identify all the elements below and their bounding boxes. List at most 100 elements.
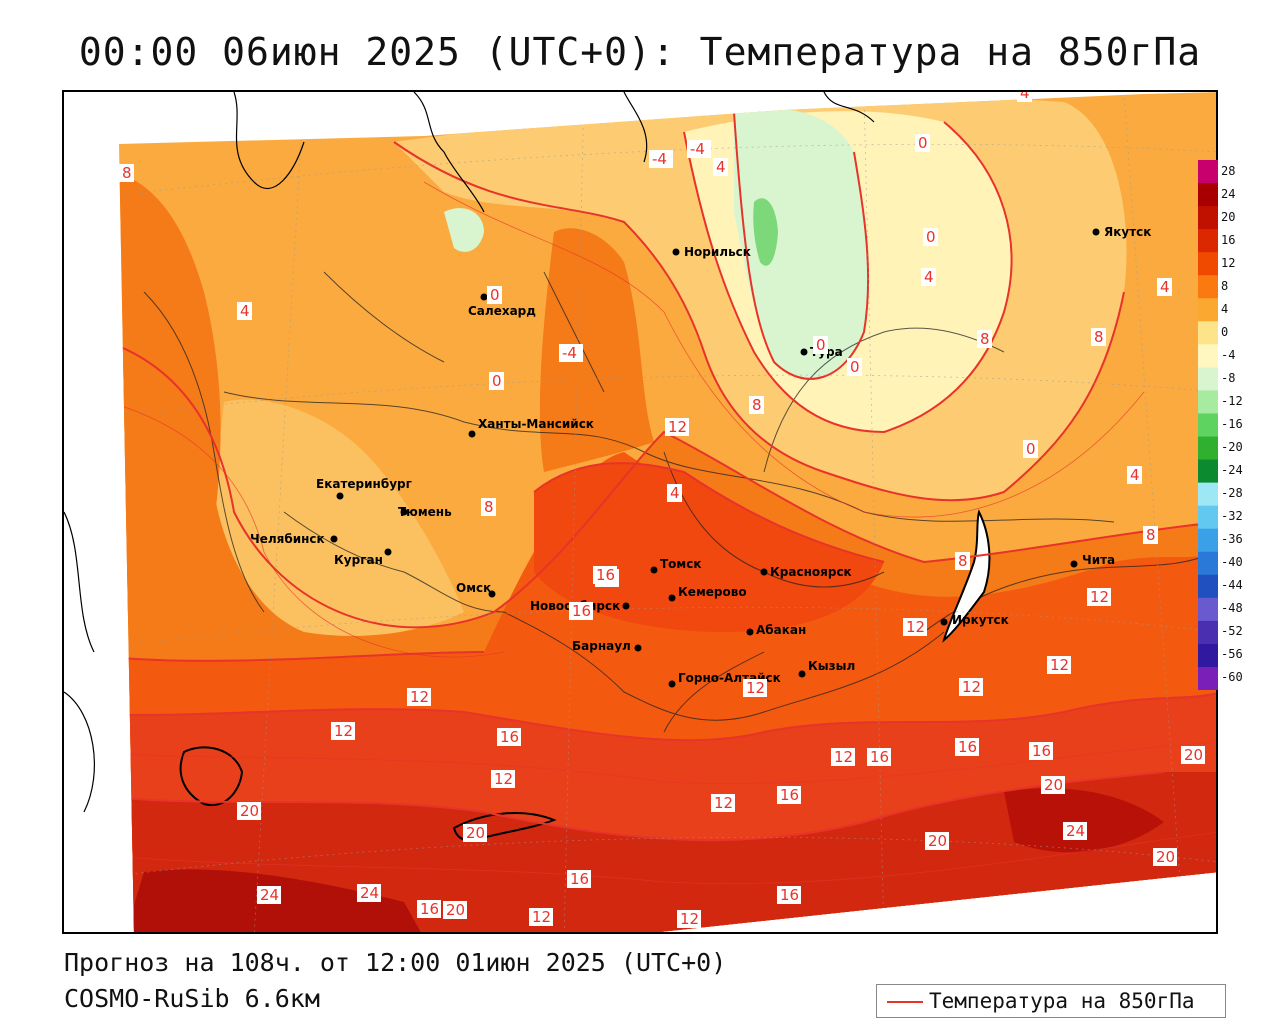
city-label: Кемерово: [678, 585, 747, 599]
colorbar-segment: [1198, 413, 1218, 438]
city-marker[interactable]: [634, 644, 642, 652]
isotherm-label: 12: [410, 688, 429, 706]
forecast-info: Прогноз на 108ч. от 12:00 01июн 2025 (UT…: [64, 948, 727, 977]
city-label: Омск: [456, 581, 491, 595]
city-label: Якутск: [1104, 225, 1151, 239]
colorbar-segment: [1198, 229, 1218, 253]
isotherm-label-bg: [357, 884, 381, 902]
isotherm-label: 24: [260, 886, 279, 904]
colorbar-tick-label: -40: [1221, 555, 1243, 570]
city-marker[interactable]: [672, 248, 680, 256]
isotherm-label-bg: [649, 150, 673, 168]
city-marker[interactable]: [488, 590, 496, 598]
colorbar-tick-label: -4: [1221, 347, 1236, 362]
isotherm-label-bg: [777, 886, 801, 904]
isotherm-label: 0: [918, 134, 928, 152]
isotherm-label-bg: [481, 498, 496, 516]
isotherm-label-bg: [559, 344, 583, 362]
city-marker[interactable]: [668, 680, 676, 688]
legend-line-swatch: [887, 1001, 923, 1003]
colorbar-tick-label: -56: [1221, 647, 1243, 662]
isotherm-label-bg: [847, 358, 862, 376]
isotherm-label: 0: [492, 372, 502, 390]
colorbar-segment: [1198, 482, 1218, 507]
isotherm-label: 0: [1026, 440, 1036, 458]
city-marker[interactable]: [384, 548, 392, 556]
colorbar-segment: [1198, 298, 1218, 322]
city-marker[interactable]: [468, 430, 476, 438]
city-marker[interactable]: [1070, 560, 1078, 568]
isotherm-label: 8: [980, 330, 990, 348]
city-marker[interactable]: [330, 535, 338, 543]
isotherm-label-bg: [813, 336, 828, 354]
city-marker[interactable]: [622, 602, 630, 610]
isotherm-label: 12: [1090, 588, 1109, 606]
isotherm-label: 4: [924, 268, 934, 286]
isotherm-label: 20: [1044, 776, 1063, 794]
zone-12-west-siberia: [534, 463, 884, 632]
city-marker[interactable]: [760, 568, 768, 576]
city-marker[interactable]: [798, 670, 806, 678]
isotherm-label: 8: [484, 498, 494, 516]
isotherm-label: 24: [360, 884, 379, 902]
city-marker[interactable]: [746, 628, 754, 636]
isotherm-label: 0: [816, 336, 826, 354]
isotherm-label-bg: [1023, 440, 1038, 458]
colorbar-tick-label: -36: [1221, 532, 1243, 547]
isotherm-label: 4: [716, 158, 726, 176]
city-marker[interactable]: [668, 594, 676, 602]
colorbar-tick-label: -20: [1221, 440, 1243, 455]
isotherm-label-bg: [463, 824, 487, 842]
isotherm-label: 4: [1020, 92, 1030, 102]
isotherm-label: 4: [240, 302, 250, 320]
colorbar-tick-label: 4: [1221, 301, 1229, 316]
colorbar-tick-label: -28: [1221, 486, 1243, 501]
colorbar-tick-label: -16: [1221, 417, 1243, 431]
city-marker[interactable]: [336, 492, 344, 500]
isotherm-label: 16: [780, 886, 799, 904]
colorbar-segment: [1198, 574, 1218, 599]
colorbar-segment: [1198, 597, 1218, 622]
colorbar-tick-label: -24: [1221, 463, 1243, 478]
colorbar-segment: [1198, 206, 1218, 230]
isotherm-label-bg: [915, 134, 930, 152]
isotherm-label: 16: [572, 602, 591, 620]
isotherm-label-bg: [529, 908, 553, 926]
city-label: Ханты-Мансийск: [478, 417, 594, 431]
isotherm-label: 0: [926, 228, 936, 246]
isotherm-label: 8: [122, 164, 132, 182]
isotherm-label: 8: [958, 552, 968, 570]
city-marker[interactable]: [1092, 228, 1100, 236]
isotherm-label-bg: [1153, 848, 1177, 866]
isotherm-label-bg: [1063, 822, 1087, 840]
colorbar-tick-label: -8: [1221, 370, 1236, 385]
isotherm-label-bg: [1127, 466, 1142, 484]
isotherm-label-bg: [407, 688, 431, 706]
colorbar-tick-label: -60: [1221, 670, 1243, 685]
isotherm-label-bg: [667, 484, 682, 502]
colorbar-segment: [1198, 275, 1218, 299]
isotherm-label-bg: [749, 396, 764, 414]
city-marker[interactable]: [940, 618, 948, 626]
isotherm-label-bg: [1091, 328, 1106, 346]
colorbar-tick-label: -48: [1221, 601, 1243, 616]
isotherm-label-bg: [677, 910, 701, 928]
isotherm-label: 20: [1156, 848, 1175, 866]
colorbar-tick-label: -52: [1221, 624, 1243, 639]
colorbar-tick-label: 20: [1221, 209, 1236, 224]
colorbar-tick-label: -44: [1221, 578, 1243, 593]
colorbar-segment: [1198, 528, 1218, 553]
city-label: Курган: [334, 553, 383, 567]
isotherm-label: 8: [1094, 328, 1104, 346]
isotherm-label-bg: [443, 901, 467, 919]
city-marker[interactable]: [480, 293, 488, 301]
colorbar-tick-label: 0: [1221, 324, 1229, 339]
map-panel[interactable]: ЯкутскНорильскСалехардТураХанты-Мансийск…: [62, 90, 1218, 934]
zone-8-west: [119, 172, 221, 612]
isotherm-label: 16: [500, 728, 519, 746]
city-marker[interactable]: [800, 348, 808, 356]
city-marker[interactable]: [400, 508, 408, 516]
colorbar-segment: [1198, 643, 1218, 668]
city-marker[interactable]: [650, 566, 658, 574]
isotherm-label-bg: [497, 728, 521, 746]
